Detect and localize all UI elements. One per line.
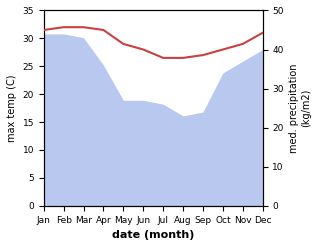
Y-axis label: med. precipitation
(kg/m2): med. precipitation (kg/m2) [289, 63, 311, 153]
Y-axis label: max temp (C): max temp (C) [7, 74, 17, 142]
X-axis label: date (month): date (month) [112, 230, 194, 240]
